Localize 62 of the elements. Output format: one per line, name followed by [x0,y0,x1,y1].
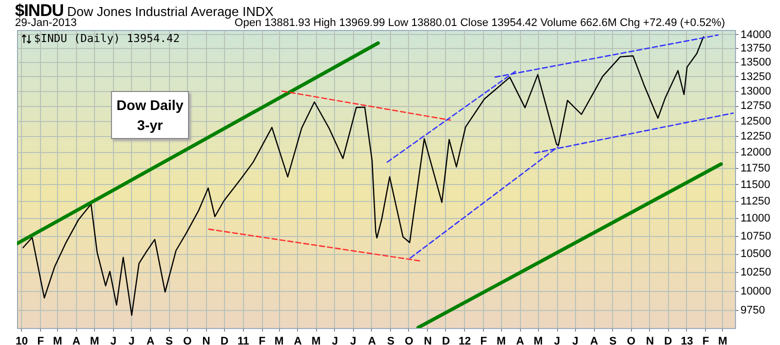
x-tick-label: M [718,336,728,345]
x-tick-label: M [312,336,321,345]
text: Open 13881.93 High 13969.99 Low 13880.01 Close 13954.42 Volume 662.6M Chg +72.49 (+0.52%) [234,17,725,29]
y-tick-label: 12250 [740,130,772,143]
y-tick-label: 10750 [740,230,772,242]
y-tick-label: 11500 [740,178,770,191]
x-tick-label: J [128,336,135,345]
x-tick-label: A [590,336,598,345]
y-tick-label: 11750 [740,162,770,174]
x-tick-label: 10 [16,336,28,345]
x-tick-label: J [110,336,116,345]
x-tick-label: D [664,336,672,345]
y-tick-label: 9750 [740,304,765,317]
x-tick-label: J [572,336,578,345]
x-tick-label: O [183,336,192,345]
x-tick-label: F [702,336,710,345]
x-tick-label: A [72,336,80,345]
y-tick-label: 11250 [740,196,770,208]
y-tick-label: 14000 [740,28,772,41]
x-tick-label: F [37,336,44,345]
y-tick-label: 12000 [740,146,772,158]
x-tick-label: F [480,336,488,345]
y-tick-label: 10000 [740,285,772,298]
annotation: Dow Daily 3-yr [116,97,184,133]
x-tick-label: S [166,336,173,345]
x-tick-label: N [424,336,432,345]
x-tick-label: N [646,336,654,345]
x-tick-label: M [52,336,62,345]
y-tick-label: 13750 [740,42,772,55]
x-tick-label: O [626,336,636,345]
x-tick-label: D [442,336,450,345]
x-tick-label: F [258,336,266,345]
x-tick-label: 13 [680,336,694,345]
x-tick-label: A [146,336,154,345]
x-tick-label: 12 [458,336,471,345]
y-tick-label: 13500 [740,56,772,69]
y-tick-label: 10500 [740,248,772,260]
x-tick-label: S [609,336,617,345]
x-tick-label: J [554,336,560,345]
y-tick-label: 11000 [740,212,770,225]
x-tick-label: A [368,336,376,345]
x-tick-label: A [294,336,302,345]
text: 29-Jan-2013 [15,17,77,29]
x-tick-label: J [350,336,356,345]
x-tick-label: 11 [237,336,250,345]
x-tick-label: N [202,336,210,345]
y-tick-label: 12750 [740,100,772,112]
y-tick-label: 13250 [740,70,772,83]
x-tick-label: O [404,336,414,345]
x-tick-label: A [516,336,524,345]
y-tick-label: 10250 [740,266,772,279]
y-tick-label: 12500 [740,115,772,128]
x-tick-label: M [496,336,506,345]
annotation: $INDU (Daily) 13954.42 [34,32,180,45]
x-tick-label: S [387,336,394,345]
x-tick-label: M [90,336,100,345]
chart-subtitle: Dow Jones Industrial Average INDX [67,4,274,19]
y-tick-label: 13000 [740,85,772,98]
x-tick-label: M [534,336,543,345]
x-tick-label: D [220,336,228,345]
x-tick-label: J [332,336,338,345]
x-tick-label: M [274,336,284,345]
